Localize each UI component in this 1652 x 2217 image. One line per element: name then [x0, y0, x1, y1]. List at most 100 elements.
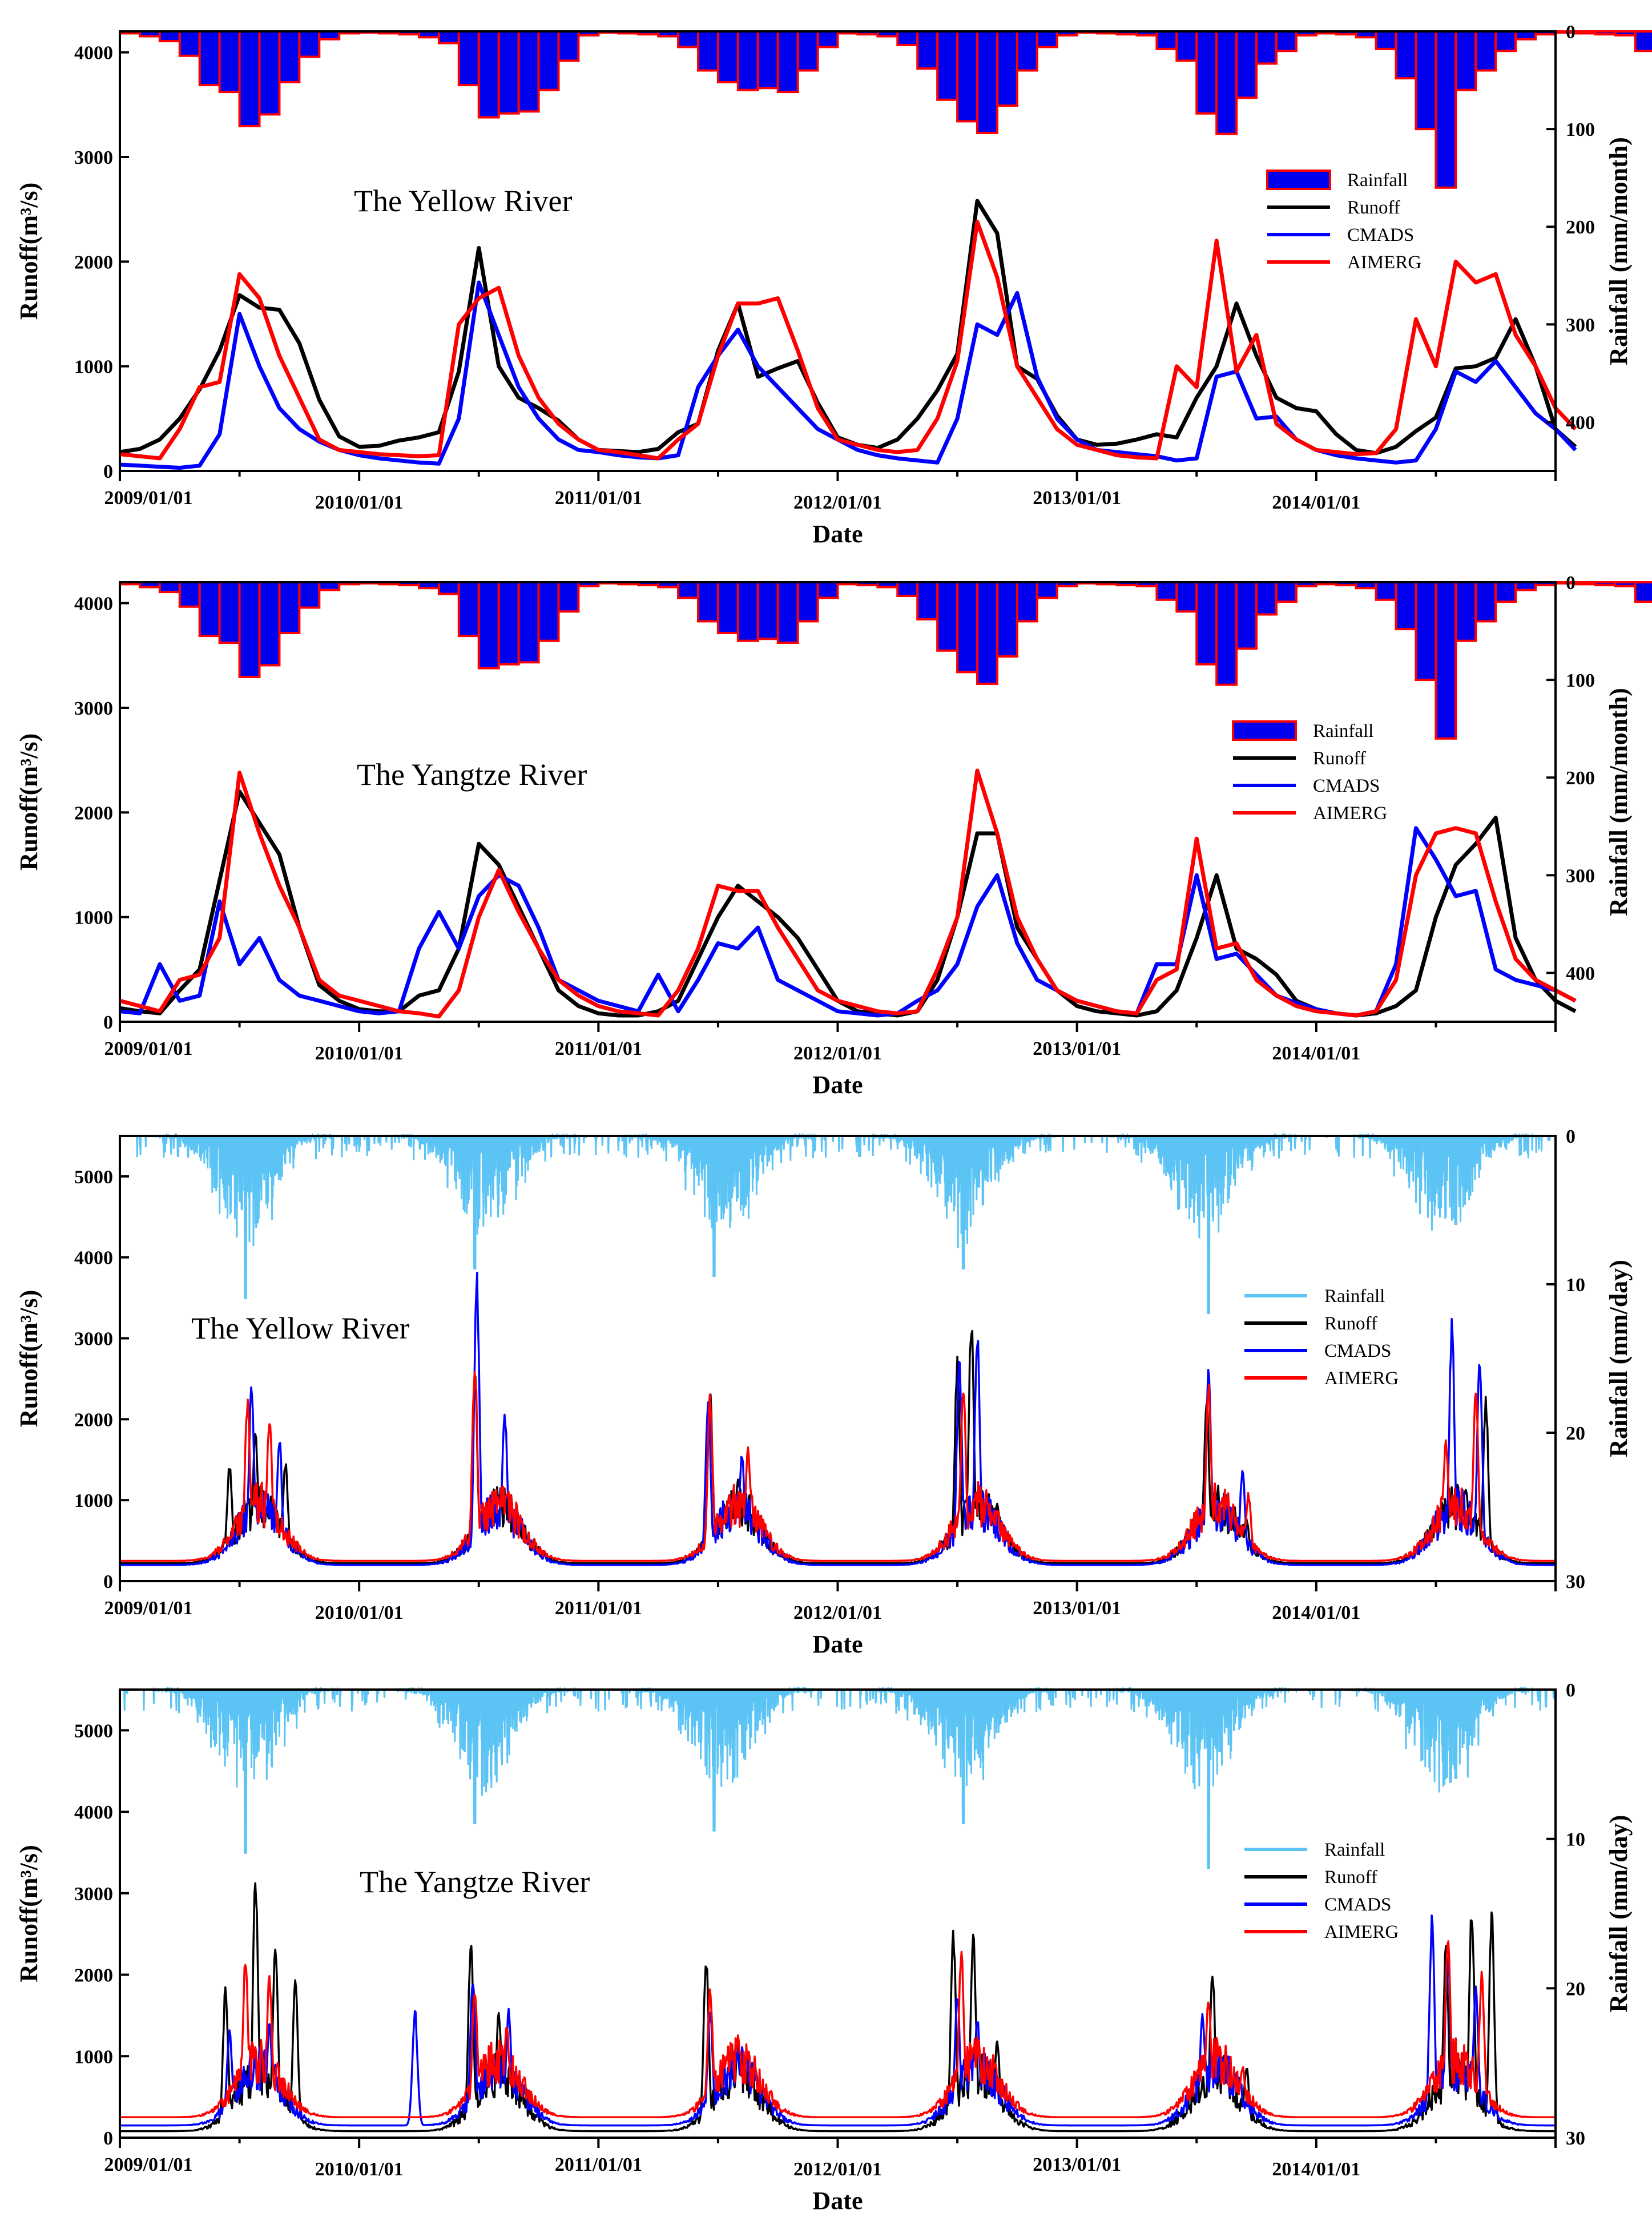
- y-tick-label: 4000: [74, 43, 113, 64]
- rainfall-bar: [1614, 30, 1637, 37]
- plot-frame: [119, 581, 1557, 1023]
- rainfall-bars: [119, 30, 1652, 189]
- x-tick-label: 2011/01/01: [555, 1038, 642, 1059]
- series-line-aimerg: [119, 768, 1577, 1019]
- rainfall-bar: [1255, 30, 1278, 65]
- chart-title: The Yellow River: [191, 1311, 410, 1345]
- series-line-runoff: [119, 1329, 1556, 1565]
- y-tick-label: 4000: [74, 1248, 113, 1269]
- y-tick-label: 2000: [74, 803, 113, 824]
- y2-tick-label: 200: [1566, 217, 1595, 238]
- rainfall-bar: [1634, 581, 1652, 603]
- rainfall-bar: [1514, 581, 1537, 591]
- rainfall-bar: [976, 30, 998, 134]
- rainfall-bar: [1375, 30, 1397, 50]
- x-tick-label: 2010/01/01: [315, 2159, 404, 2180]
- rainfall-bar: [537, 30, 560, 91]
- rainfall-bar: [1574, 30, 1597, 35]
- x-tick-label: 2010/01/01: [315, 492, 404, 513]
- y2-tick-label: 100: [1566, 119, 1595, 140]
- series-line-runoff: [119, 1882, 1556, 2133]
- rainfall-bar: [756, 30, 779, 90]
- y2-tick-label: 10: [1566, 1275, 1585, 1296]
- rainfall-bar: [1415, 581, 1437, 682]
- legend-label: AIMERG: [1324, 1368, 1399, 1389]
- rainfall-bar: [816, 30, 839, 49]
- legend-label: CMADS: [1324, 1894, 1391, 1915]
- rainfall-bar: [477, 581, 500, 670]
- x-tick-label: 2011/01/01: [555, 1598, 642, 1619]
- legend-label: CMADS: [1313, 776, 1380, 796]
- chart-panel-2: 0 1000 2000 3000 4000 0 100 200 300 400 2009/01/01…: [15, 573, 1652, 1099]
- rainfall-bar: [1175, 30, 1198, 62]
- rainfall-bar: [776, 30, 799, 94]
- rainfall-bar: [696, 581, 719, 623]
- series-line-aimerg: [119, 1370, 1556, 1562]
- rainfall-bar: [916, 30, 939, 70]
- rainfall-bar: [736, 30, 759, 91]
- rainfall-bar: [517, 581, 540, 664]
- rainfall-bar: [1155, 581, 1178, 601]
- y-axis-title: Runoff(m³/s): [15, 1845, 43, 1982]
- series-line-cmads: [119, 280, 1577, 470]
- rainfall-bar: [198, 581, 221, 638]
- y-tick-label: 0: [103, 461, 113, 482]
- rainfall-bar: [1594, 581, 1617, 587]
- y2-tick-label: 10: [1566, 1829, 1585, 1851]
- plot-frame: [119, 30, 1557, 472]
- series-line-cmads: [119, 826, 1577, 1018]
- y-tick-label: 1000: [74, 2046, 113, 2067]
- y-tick-label: 1000: [74, 357, 113, 378]
- chart-title: The Yangtze River: [357, 757, 587, 792]
- rainfall-bar: [1395, 30, 1417, 80]
- x-tick-label: 2014/01/01: [1272, 492, 1360, 513]
- rainfall-bar: [1415, 30, 1437, 131]
- y2-tick-label: 0: [1566, 1680, 1576, 1701]
- x-axis-title: Date: [813, 1071, 863, 1099]
- y2-tick-label: 30: [1566, 1571, 1585, 1593]
- y-tick-label: 5000: [74, 1167, 113, 1188]
- x-axis-title: Date: [813, 520, 863, 548]
- rainfall-bar: [178, 30, 201, 57]
- x-tick-label: 2009/01/01: [104, 1598, 193, 1619]
- y2-axis-title: Rainfall (mm/day): [1605, 1260, 1633, 1457]
- legend-swatch-rainfall: [1266, 170, 1331, 190]
- y-tick-label: 4000: [74, 1802, 113, 1823]
- chart-title: The Yangtze River: [360, 1865, 590, 1899]
- rainfall-bar: [158, 581, 181, 594]
- rainfall-bar: [218, 581, 241, 644]
- x-tick-label: 2012/01/01: [793, 492, 882, 513]
- rainfall-bar: [437, 581, 460, 595]
- y-tick-label: 3000: [74, 698, 113, 719]
- chart-panel-1: 0 1000 2000 3000 4000 0 100 200 300 400 2009/01/01…: [15, 22, 1652, 548]
- series-line-aimerg: [119, 1940, 1556, 2119]
- y2-axis-title: Rainfall (mm/day): [1605, 1815, 1633, 2013]
- y2-tick-label: 300: [1566, 865, 1595, 886]
- rainfall-bar: [497, 581, 520, 666]
- rainfall-bar: [1215, 581, 1238, 686]
- chart-title: The Yellow River: [354, 184, 573, 218]
- rainfall-bar: [1435, 581, 1457, 740]
- rainfall-bar: [956, 581, 979, 674]
- rainfall-bar: [497, 30, 520, 115]
- rainfall-bar: [1195, 30, 1218, 115]
- rainfall-bar: [796, 581, 819, 623]
- rainfall-bar: [238, 581, 261, 678]
- rainfall-bar: [1275, 30, 1298, 53]
- x-tick-label: 2009/01/01: [104, 487, 193, 509]
- legend-label: CMADS: [1347, 225, 1414, 245]
- y2-tick-label: 200: [1566, 768, 1595, 789]
- rainfall-bar: [1474, 581, 1497, 623]
- rainfall-bar: [996, 30, 1018, 107]
- y-tick-label: 3000: [74, 1884, 113, 1905]
- rainfall-bar: [557, 30, 580, 62]
- x-tick-label: 2014/01/01: [1272, 2159, 1360, 2180]
- legend-swatch-rainfall: [1232, 720, 1297, 741]
- rainfall-bar: [736, 581, 759, 642]
- y2-tick-label: 0: [1566, 573, 1576, 594]
- rainfall-bar: [537, 581, 560, 642]
- x-tick-label: 2013/01/01: [1033, 1038, 1121, 1059]
- rainfall-bar: [1035, 581, 1058, 599]
- y-tick-label: 1000: [74, 1490, 113, 1511]
- rainfall-bar: [457, 30, 480, 87]
